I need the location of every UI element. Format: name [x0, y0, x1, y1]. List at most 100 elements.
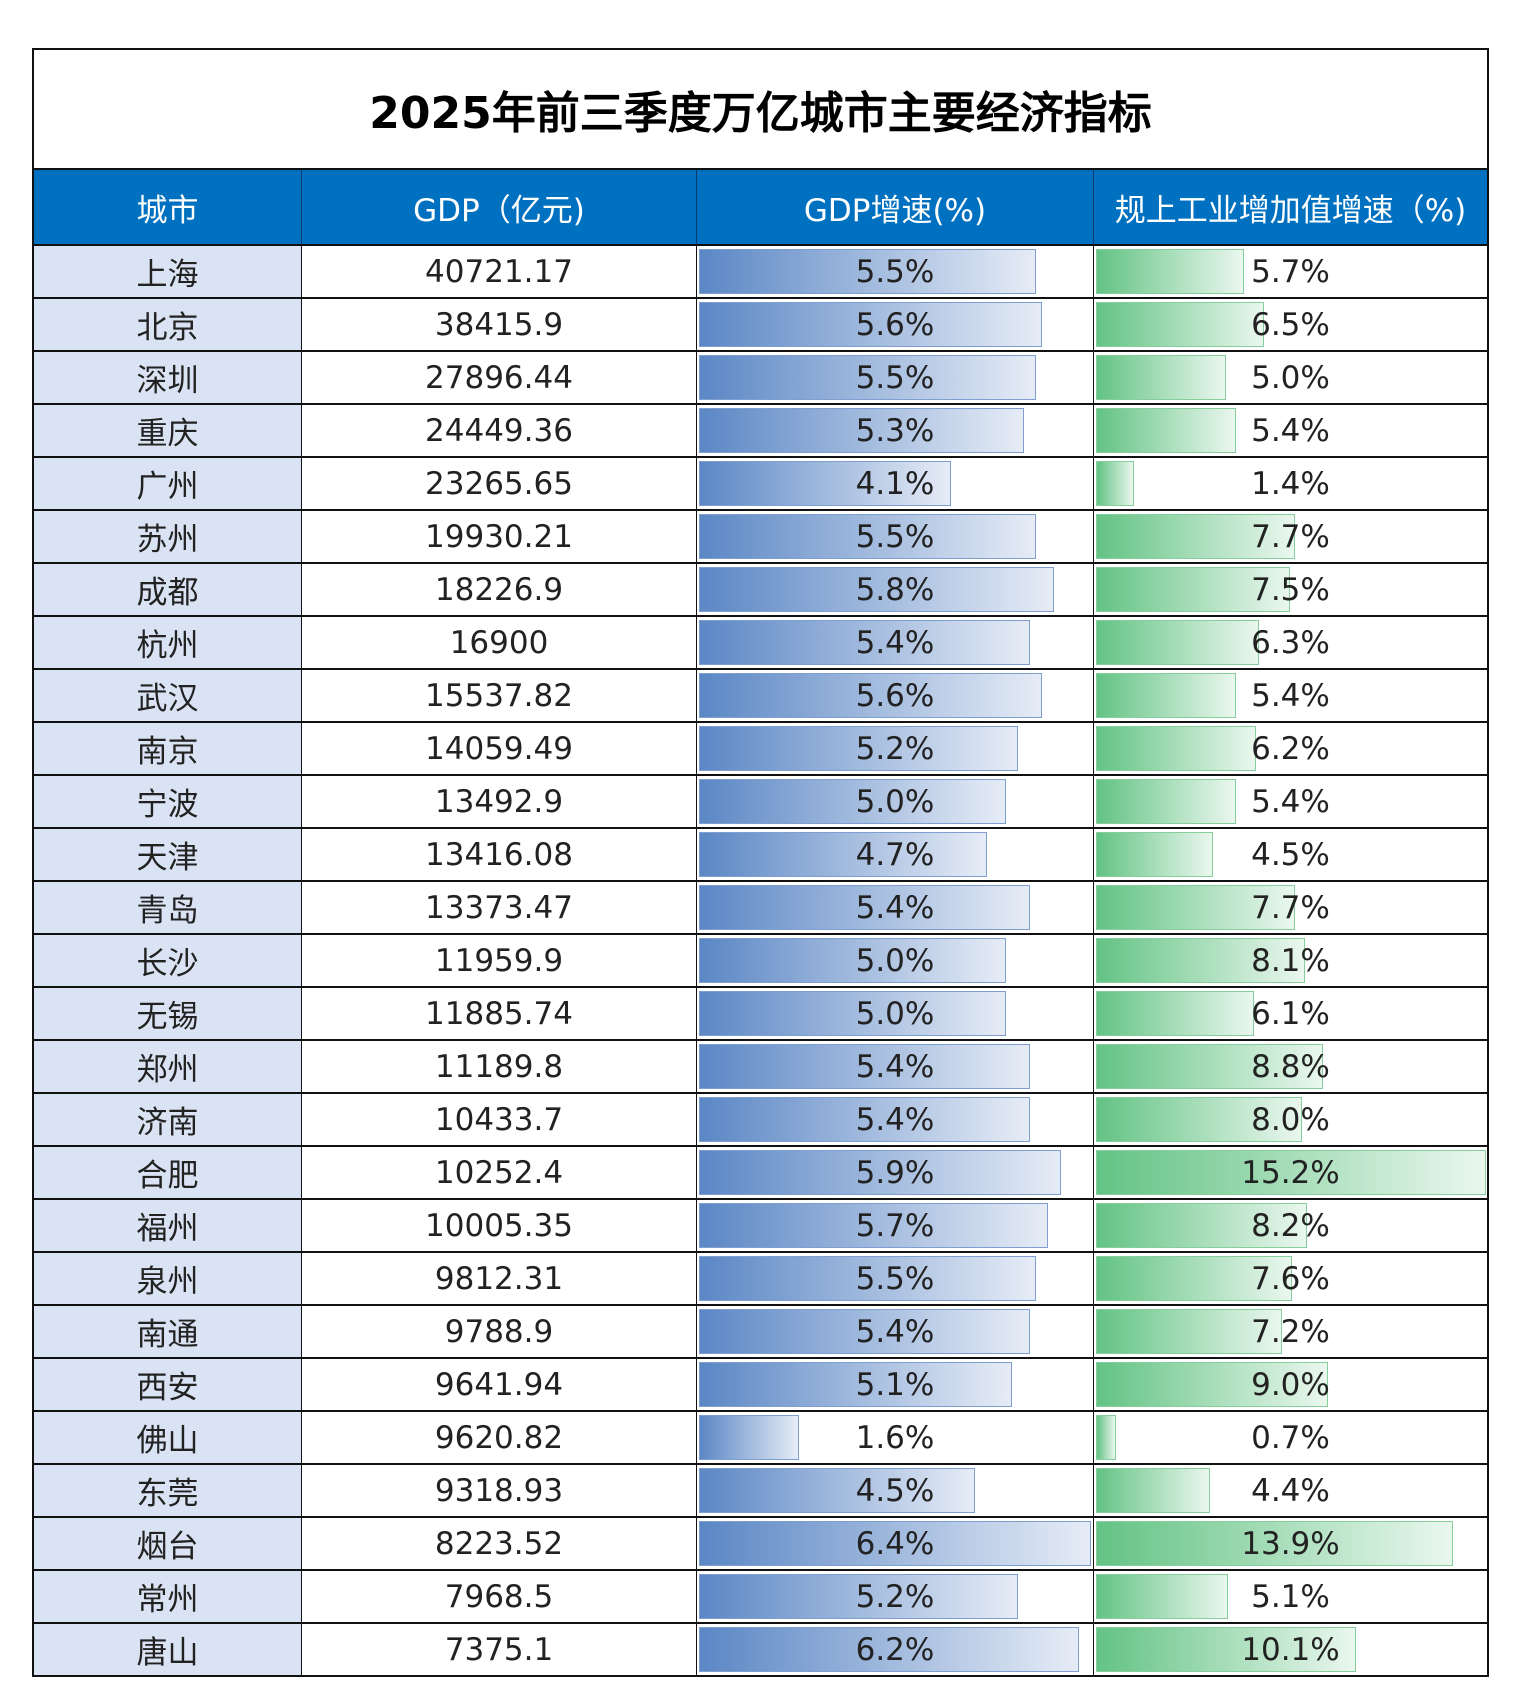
gdp-growth-value: 5.0% [855, 995, 935, 1032]
gdp-value: 19930.21 [425, 518, 573, 555]
city-name: 南通 [136, 1317, 199, 1353]
city-name: 无锡 [136, 999, 199, 1035]
gdp-growth-value: 5.2% [855, 1578, 935, 1615]
gdp-cell: 7968.5 [302, 1571, 697, 1622]
gdp-growth-value: 5.5% [855, 1260, 935, 1297]
industry-growth-value: 4.4% [1251, 1472, 1330, 1509]
gdp-growth-bar [699, 1627, 1079, 1672]
industry-growth-bar [1096, 461, 1134, 506]
city-name: 佛山 [136, 1423, 199, 1459]
gdp-growth-cell: 6.4% [697, 1518, 1094, 1569]
city-cell: 重庆 [34, 405, 302, 456]
gdp-growth-cell: 5.1% [697, 1359, 1094, 1410]
gdp-growth-bar [699, 885, 1031, 930]
gdp-value: 9620.82 [434, 1419, 564, 1456]
table-row: 无锡 11885.74 5.0% 6.1% [34, 986, 1487, 1039]
industry-growth-bar [1096, 249, 1244, 294]
industry-growth-cell: 8.8% [1094, 1041, 1487, 1092]
city-cell: 泉州 [34, 1253, 302, 1304]
industry-growth-value: 10.1% [1241, 1631, 1340, 1668]
table-row: 苏州 19930.21 5.5% 7.7% [34, 509, 1487, 562]
gdp-growth-value: 1.6% [855, 1419, 935, 1456]
table-row: 福州 10005.35 5.7% 8.2% [34, 1198, 1487, 1251]
table-row: 青岛 13373.47 5.4% 7.7% [34, 880, 1487, 933]
city-name: 宁波 [136, 787, 199, 823]
city-name: 南京 [136, 734, 199, 770]
industry-growth-value: 7.2% [1251, 1313, 1330, 1350]
gdp-growth-cell: 5.4% [697, 1041, 1094, 1092]
gdp-growth-value: 5.5% [855, 253, 935, 290]
gdp-growth-cell: 5.5% [697, 1253, 1094, 1304]
city-name: 武汉 [136, 681, 199, 717]
gdp-value: 27896.44 [425, 359, 573, 396]
gdp-growth-cell: 5.5% [697, 352, 1094, 403]
gdp-value: 23265.65 [425, 465, 573, 502]
industry-growth-bar [1096, 1415, 1116, 1460]
industry-growth-cell: 1.4% [1094, 458, 1487, 509]
gdp-growth-cell: 6.2% [697, 1624, 1094, 1675]
gdp-growth-value: 5.4% [855, 1101, 935, 1138]
gdp-growth-value: 5.6% [855, 306, 935, 343]
industry-growth-cell: 5.7% [1094, 246, 1487, 297]
city-name: 长沙 [136, 946, 199, 982]
city-name: 济南 [136, 1105, 199, 1141]
table-row: 北京 38415.9 5.6% 6.5% [34, 297, 1487, 350]
gdp-value: 11959.9 [434, 942, 564, 979]
city-cell: 青岛 [34, 882, 302, 933]
gdp-cell: 7375.1 [302, 1624, 697, 1675]
gdp-value: 10005.35 [425, 1207, 573, 1244]
gdp-growth-value: 5.5% [855, 359, 935, 396]
industry-growth-value: 13.9% [1241, 1525, 1340, 1562]
table-row: 重庆 24449.36 5.3% 5.4% [34, 403, 1487, 456]
gdp-growth-cell: 5.3% [697, 405, 1094, 456]
city-cell: 苏州 [34, 511, 302, 562]
gdp-cell: 16900 [302, 617, 697, 668]
gdp-cell: 10433.7 [302, 1094, 697, 1145]
industry-growth-value: 9.0% [1251, 1366, 1330, 1403]
city-cell: 东莞 [34, 1465, 302, 1516]
industry-growth-cell: 4.4% [1094, 1465, 1487, 1516]
industry-growth-cell: 9.0% [1094, 1359, 1487, 1410]
industry-growth-cell: 5.4% [1094, 670, 1487, 721]
gdp-cell: 11959.9 [302, 935, 697, 986]
industry-growth-value: 7.7% [1251, 889, 1330, 926]
gdp-growth-value: 5.4% [855, 1048, 935, 1085]
industry-growth-bar [1096, 1097, 1303, 1142]
gdp-growth-bar [699, 1203, 1049, 1248]
industry-growth-value: 5.1% [1251, 1578, 1330, 1615]
gdp-value: 7968.5 [444, 1578, 554, 1615]
gdp-growth-bar [699, 673, 1043, 718]
table-row: 泉州 9812.31 5.5% 7.6% [34, 1251, 1487, 1304]
gdp-value: 38415.9 [434, 306, 564, 343]
industry-growth-cell: 6.2% [1094, 723, 1487, 774]
gdp-growth-cell: 1.6% [697, 1412, 1094, 1463]
gdp-growth-bar [699, 620, 1031, 665]
gdp-value: 7375.1 [444, 1631, 554, 1668]
gdp-growth-value: 4.5% [855, 1472, 935, 1509]
header-row: 城市 GDP（亿元) GDP增速(%) 规上工业增加值增速（%) [34, 170, 1487, 244]
industry-growth-bar [1096, 355, 1226, 400]
table-row: 武汉 15537.82 5.6% 5.4% [34, 668, 1487, 721]
gdp-value: 11189.8 [434, 1048, 564, 1085]
gdp-cell: 19930.21 [302, 511, 697, 562]
gdp-cell: 10005.35 [302, 1200, 697, 1251]
table-row: 东莞 9318.93 4.5% 4.4% [34, 1463, 1487, 1516]
industry-growth-bar [1096, 938, 1305, 983]
table-row: 成都 18226.9 5.8% 7.5% [34, 562, 1487, 615]
industry-growth-bar [1096, 1150, 1487, 1195]
gdp-growth-cell: 5.4% [697, 882, 1094, 933]
gdp-growth-bar [699, 1256, 1037, 1301]
industry-growth-bar [1096, 1256, 1293, 1301]
industry-growth-bar [1096, 991, 1254, 1036]
city-cell: 无锡 [34, 988, 302, 1039]
gdp-cell: 10252.4 [302, 1147, 697, 1198]
city-name: 北京 [136, 310, 199, 346]
industry-growth-bar [1096, 408, 1236, 453]
gdp-growth-value: 5.5% [855, 518, 935, 555]
gdp-growth-value: 5.6% [855, 677, 935, 714]
industry-growth-bar [1096, 1203, 1308, 1248]
gdp-growth-value: 5.0% [855, 942, 935, 979]
table-row: 唐山 7375.1 6.2% 10.1% [34, 1622, 1487, 1675]
gdp-growth-value: 5.7% [855, 1207, 935, 1244]
industry-growth-bar [1096, 726, 1257, 771]
